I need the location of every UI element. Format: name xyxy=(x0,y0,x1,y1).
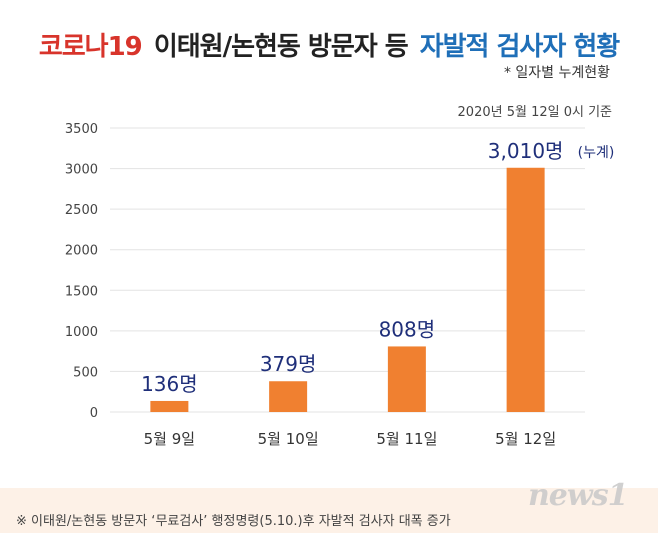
date-note: 2020년 5월 12일 0시 기준 xyxy=(457,105,612,120)
x-tick-label: 5월 10일 xyxy=(258,430,319,448)
data-label: 379명 xyxy=(260,352,317,376)
chart-title: 코로나19 이태원/논현동 방문자 등 자발적 검사자 현황 xyxy=(0,26,658,63)
footer-band xyxy=(0,488,658,533)
title-blue-part: 자발적 검사자 현황 xyxy=(419,32,620,62)
bar xyxy=(269,381,308,412)
y-tick-label: 1000 xyxy=(65,325,98,340)
y-tick-label: 3000 xyxy=(65,163,98,178)
title-black-part: 이태원/논현동 방문자 등 xyxy=(153,32,409,62)
y-tick-label: 2000 xyxy=(65,244,98,259)
x-tick-label: 5월 9일 xyxy=(144,430,195,448)
bar xyxy=(150,400,189,412)
data-label: 808명 xyxy=(379,317,436,341)
data-label: 136명 xyxy=(141,372,198,396)
x-tick-label: 5월 12일 xyxy=(495,430,556,448)
y-tick-label: 500 xyxy=(73,365,98,380)
y-tick-label: 2500 xyxy=(65,203,98,218)
news1-watermark: news1 xyxy=(528,478,628,513)
x-tick-label: 5월 11일 xyxy=(376,430,437,448)
bar xyxy=(387,346,426,412)
footnote: ※ 이태원/논현동 방문자 ‘무료검사’ 행정명령(5.10.)후 자발적 검사… xyxy=(16,514,451,529)
y-tick-label: 0 xyxy=(90,406,98,421)
cumulative-annotation: (누계) xyxy=(578,145,615,161)
bar xyxy=(506,167,545,412)
data-label: 3,010명 xyxy=(488,139,564,163)
y-tick-label: 1500 xyxy=(65,284,98,299)
title-red-part: 코로나19 xyxy=(38,32,143,62)
y-tick-label: 3500 xyxy=(65,122,98,137)
chart-subtitle: * 일자별 누계현황 xyxy=(503,65,610,81)
